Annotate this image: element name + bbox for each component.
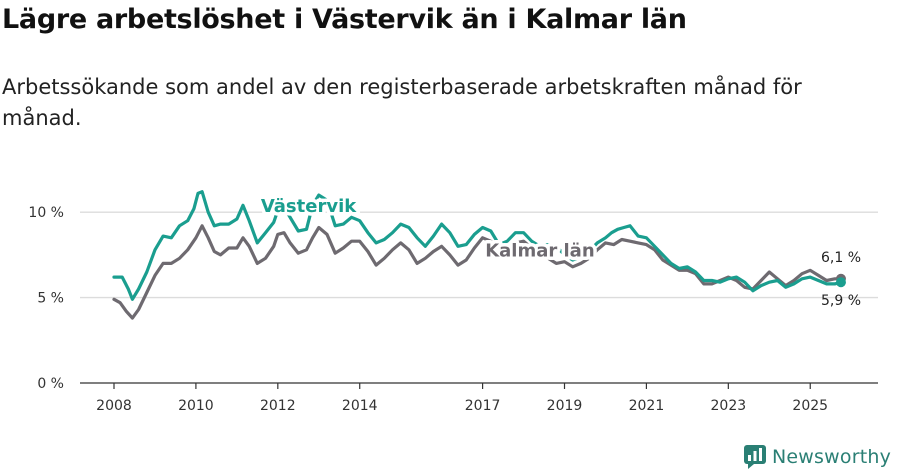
x-tick-label: 2019	[547, 398, 583, 414]
vastervik-series-label-halo: Västervik	[261, 196, 357, 217]
x-tick-label: 2010	[178, 398, 214, 414]
newsworthy-logo: Newsworthy	[744, 444, 891, 470]
series-lines	[112, 190, 846, 320]
kalmar-lan-end-label: 6,1 %	[821, 250, 861, 266]
grid-lines	[80, 211, 878, 299]
x-tick-label: 2021	[629, 398, 665, 414]
x-tick-label: 2012	[260, 398, 296, 414]
brand-name: Newsworthy	[772, 446, 892, 468]
x-axis	[80, 382, 878, 389]
vastervik-end-label: 5,9 %	[821, 293, 861, 309]
newsworthy-logo-icon	[744, 445, 766, 469]
chart-subtitle: Arbetssökande som andel av den registerb…	[2, 75, 802, 130]
kalmar-lan-series-label-halo: Kalmar län	[485, 241, 594, 262]
x-tick-label: 2017	[465, 398, 501, 414]
x-tick-label: 2014	[342, 398, 378, 414]
x-tick-label: 2008	[96, 398, 132, 414]
vastervik-end-dot	[835, 277, 846, 288]
y-tick-label: 5 %	[37, 291, 64, 307]
y-tick-label: 10 %	[28, 205, 64, 221]
x-tick-label: 2025	[792, 398, 828, 414]
x-tick-label: 2023	[711, 398, 747, 414]
chart-title: Lägre arbetslöshet i Västervik än i Kalm…	[2, 4, 687, 35]
vastervik-line	[112, 190, 843, 301]
kalmar-lan-line	[112, 224, 843, 320]
vastervik-series-label: Västervik	[261, 196, 357, 217]
kalmar-lan-series-label: Kalmar län	[485, 241, 594, 262]
y-tick-label: 0 %	[37, 376, 64, 392]
chart-labels: 0 % 5 % 10 % 2008 2010 2012 2014 2017 2019 2021 20…	[28, 193, 861, 414]
